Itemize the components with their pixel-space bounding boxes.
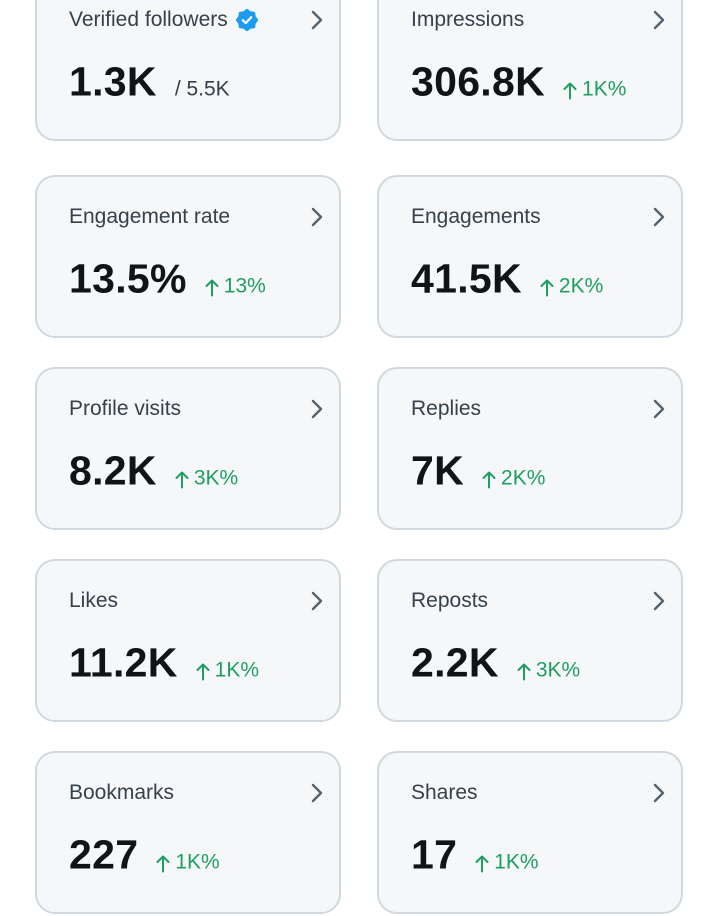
metric-title: Verified followers — [69, 8, 258, 32]
chevron-right-icon — [653, 399, 665, 419]
metric-title: Bookmarks — [69, 781, 174, 805]
metric-card-bookmarks[interactable]: Bookmarks 227 1K% — [35, 751, 341, 914]
metric-card-reposts[interactable]: Reposts 2.2K 3K% — [377, 559, 683, 722]
arrow-up-icon — [517, 663, 531, 681]
arrow-up-icon — [156, 855, 170, 873]
metric-change-value: 3K% — [193, 466, 239, 490]
arrow-up-icon — [175, 471, 189, 489]
metric-title-label: Shares — [411, 781, 478, 804]
chevron-right-icon — [311, 783, 323, 803]
metric-title-label: Profile visits — [69, 397, 182, 420]
metric-title: Impressions — [411, 8, 524, 32]
chevron-right-icon — [653, 591, 665, 611]
metric-title-label: Impressions — [411, 8, 525, 31]
metric-change-value: 3K% — [535, 658, 581, 682]
metric-change-value: 1K% — [175, 850, 220, 874]
arrow-up-icon — [205, 279, 219, 297]
metric-total: / 5.5K — [174, 77, 230, 101]
metric-title-label: Bookmarks — [69, 781, 175, 804]
metric-value: 13.5% — [69, 255, 187, 302]
chevron-right-icon — [653, 783, 665, 803]
metric-value: 7K — [411, 447, 465, 494]
metric-change-value: 2K% — [558, 274, 604, 298]
metric-card-likes[interactable]: Likes 11.2K 1K% — [35, 559, 341, 722]
metric-card-impressions[interactable]: Impressions 306.8K 1K% — [377, 0, 683, 141]
arrow-up-icon — [540, 279, 554, 297]
metric-change-value: 2K% — [501, 466, 546, 490]
arrow-up-icon — [563, 82, 577, 100]
metric-change: 1K% — [563, 78, 626, 102]
metric-title: Likes — [69, 589, 118, 613]
metric-card-shares[interactable]: Shares 17 1K% — [377, 751, 683, 914]
metric-value: 8.2K — [69, 447, 157, 494]
metric-value-row: 17 1K% — [411, 832, 539, 879]
metric-change: 2K% — [482, 467, 545, 491]
metric-value: 11.2K — [69, 639, 178, 686]
metric-value-row: 7K 2K% — [411, 448, 545, 495]
metric-card-engagements[interactable]: Engagements 41.5K 2K% — [377, 175, 683, 338]
chevron-right-icon — [653, 207, 665, 227]
metric-title: Engagements — [411, 205, 541, 229]
chevron-right-icon — [653, 10, 665, 30]
arrow-up-icon — [196, 663, 210, 681]
chevron-right-icon — [311, 207, 323, 227]
metric-change: 1K% — [156, 850, 220, 875]
metric-value-row: 41.5K 2K% — [411, 256, 603, 303]
metric-change: 1K% — [475, 850, 539, 875]
metric-value-row: 1.3K / 5.5K — [69, 59, 230, 106]
arrow-up-icon — [482, 471, 496, 489]
metric-change-value: 1K% — [214, 658, 260, 682]
metric-change-value: 1K% — [494, 850, 539, 874]
metric-title-label: Engagements — [411, 205, 541, 228]
metric-title-label: Reposts — [411, 589, 489, 612]
metric-value: 17 — [411, 831, 458, 878]
metric-card-replies[interactable]: Replies 7K 2K% — [377, 367, 683, 530]
metric-change-value: 1K% — [582, 77, 627, 101]
metric-title: Replies — [411, 397, 481, 421]
metric-value: 306.8K — [411, 58, 546, 105]
metric-card-engagement-rate[interactable]: Engagement rate 13.5% 13% — [35, 175, 341, 338]
metric-change: 2K% — [540, 275, 603, 299]
metric-title: Profile visits — [69, 397, 181, 421]
metric-card-verified-followers[interactable]: Verified followers 1.3K / 5.5K — [35, 0, 341, 141]
metric-change-value: 13% — [223, 274, 266, 298]
metric-card-profile-visits[interactable]: Profile visits 8.2K 3K% — [35, 367, 341, 530]
chevron-right-icon — [311, 10, 323, 30]
metric-value-row: 306.8K 1K% — [411, 59, 626, 106]
metric-value: 2.2K — [411, 639, 499, 686]
metric-value: 41.5K — [411, 255, 522, 302]
verified-badge-icon — [235, 9, 258, 31]
arrow-up-icon — [475, 855, 489, 873]
metric-title-label: Engagement rate — [69, 205, 231, 228]
metric-change: 1K% — [196, 659, 259, 683]
metric-title: Shares — [411, 781, 478, 805]
metric-value-row: 227 1K% — [69, 832, 220, 879]
chevron-right-icon — [311, 399, 323, 419]
metric-title-label: Verified followers — [69, 8, 228, 31]
metric-title-label: Likes — [69, 589, 119, 612]
metric-title: Engagement rate — [69, 205, 230, 229]
chevron-right-icon — [311, 591, 323, 611]
metric-title: Reposts — [411, 589, 488, 613]
metric-change: 13% — [205, 275, 266, 299]
metric-value: 1.3K — [69, 58, 157, 105]
metric-change: 3K% — [517, 659, 580, 683]
metric-value-row: 13.5% 13% — [69, 256, 266, 303]
metric-value-row: 2.2K 3K% — [411, 640, 580, 687]
metric-value: 227 — [69, 831, 139, 878]
metric-value-row: 8.2K 3K% — [69, 448, 238, 495]
metric-title-label: Replies — [411, 397, 482, 420]
metric-value-row: 11.2K 1K% — [69, 640, 259, 687]
metric-change: 3K% — [175, 467, 238, 491]
